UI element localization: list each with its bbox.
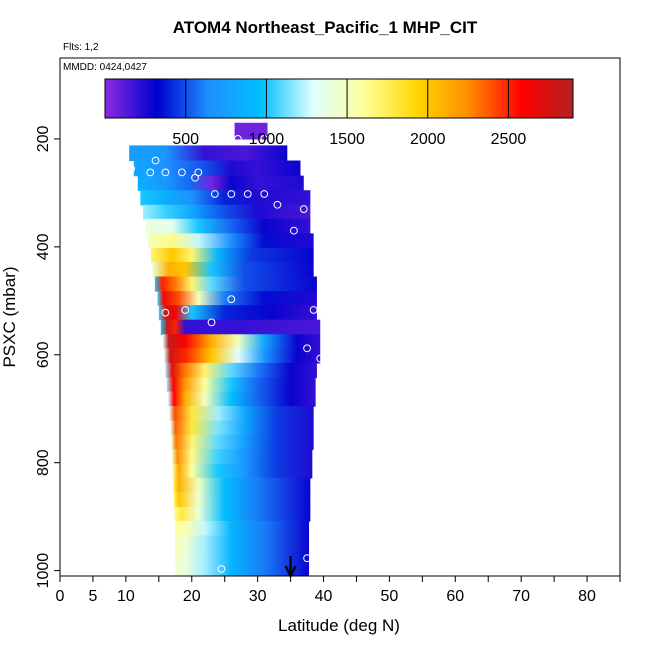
colorbar-tick-label: 1500: [329, 131, 365, 148]
sample-point: [146, 168, 155, 177]
sample-point: [207, 318, 216, 327]
heatmap-cell-row: [145, 218, 311, 234]
heatmap-cell-row: [175, 564, 310, 576]
sample-point: [151, 156, 160, 165]
heatmap-cell-row: [173, 492, 311, 508]
heatmap-cell-row: [173, 477, 311, 493]
x-tick-label: 10: [117, 588, 135, 605]
y-tick-label: 400: [35, 233, 52, 260]
sample-point: [309, 306, 318, 314]
sample-point: [227, 295, 236, 304]
x-tick-label: 0: [56, 588, 65, 605]
x-tick-label: 50: [381, 588, 399, 605]
sample-point: [161, 308, 170, 317]
heatmap-cell-row: [175, 520, 310, 537]
sample-point: [260, 190, 269, 198]
heatmap-cell-row: [133, 160, 301, 177]
sample-point: [299, 205, 308, 213]
heatmap-cell-row: [175, 550, 310, 565]
sample-point: [289, 226, 298, 235]
plot-area: [127, 122, 325, 579]
x-tick-label: 30: [249, 588, 267, 605]
x-axis-label: Latitude (deg N): [278, 616, 400, 635]
flights-label: Flts: 1,2: [63, 42, 99, 53]
sample-point: [181, 306, 190, 314]
heatmap-cell-row: [152, 261, 314, 278]
heatmap-cell-row: [170, 420, 314, 436]
chart-title: ATOM4 Northeast_Pacific_1 MHP_CIT: [172, 18, 478, 37]
sample-point: [127, 164, 136, 173]
heatmap-cell-row: [148, 233, 314, 249]
heatmap-cell-row: [169, 406, 314, 422]
sample-point: [313, 205, 321, 213]
y-tick-label: 1000: [35, 553, 52, 589]
sample-point: [227, 190, 236, 198]
x-tick-label: 70: [512, 588, 530, 605]
sample-point: [273, 200, 282, 209]
heatmap-cell-row: [140, 190, 311, 206]
sample-point: [303, 554, 311, 563]
x-tick-label: 20: [183, 588, 201, 605]
y-tick-label: 800: [35, 449, 52, 476]
sample-point: [177, 168, 186, 177]
y-axis-label: PSXC (mbar): [0, 266, 19, 367]
heatmap-cell-row: [160, 319, 321, 335]
x-tick-label: 80: [578, 588, 596, 605]
heatmap-cell-row: [174, 506, 311, 522]
colorbar-tick-label: 2000: [410, 131, 446, 148]
sample-point: [210, 190, 219, 198]
colorbar-tick-label: 2500: [491, 131, 527, 148]
x-tick-label: 5: [88, 588, 97, 605]
sample-point: [303, 344, 311, 353]
heatmap-cell-row: [164, 348, 321, 364]
colorbar: 500 1000 1500 2000 2500: [104, 78, 574, 148]
heatmap-cell-row: [171, 434, 314, 450]
heatmap-cell-row: [158, 305, 317, 321]
sample-point: [217, 565, 226, 573]
sample-point: [191, 173, 199, 182]
heatmap-cell-row: [137, 175, 304, 191]
heatmap-cell-row: [143, 204, 311, 220]
heatmap-cell-row: [234, 122, 268, 140]
heatmap-cell-row: [165, 362, 317, 379]
sample-point: [233, 135, 242, 143]
sample-point: [161, 168, 170, 177]
x-axis: 0 5 10 20 30 40 50 60 70 80: [56, 576, 621, 605]
x-tick-label: 60: [446, 588, 464, 605]
y-tick-label: 200: [35, 125, 52, 152]
heatmap-cell-row: [157, 291, 317, 306]
sample-point: [243, 190, 252, 198]
colorbar-tick-label: 500: [172, 131, 199, 148]
heatmap-cell-row: [172, 463, 313, 479]
y-tick-label: 600: [35, 341, 52, 368]
dates-label: MMDD: 0424,0427: [63, 62, 147, 73]
sample-point: [260, 135, 269, 143]
y-axis: 200 400 600 800 1000: [35, 125, 60, 588]
heatmap-cell-row: [162, 334, 321, 349]
heatmap-cell-row: [154, 276, 317, 292]
colorbar-tick-label: 1000: [249, 131, 285, 148]
heatmap-cell-row: [172, 449, 313, 465]
heatmap-cell-row: [150, 247, 314, 263]
x-tick-label: 40: [315, 588, 333, 605]
heatmap-cell-row: [175, 535, 310, 551]
plot-frame: [59, 57, 621, 577]
sample-point: [316, 354, 325, 363]
heatmap-cell-row: [129, 145, 288, 162]
colorbar-gradient: [104, 78, 574, 119]
heatmap-cell-row: [168, 391, 316, 407]
heatmap-cell-row: [166, 377, 316, 393]
